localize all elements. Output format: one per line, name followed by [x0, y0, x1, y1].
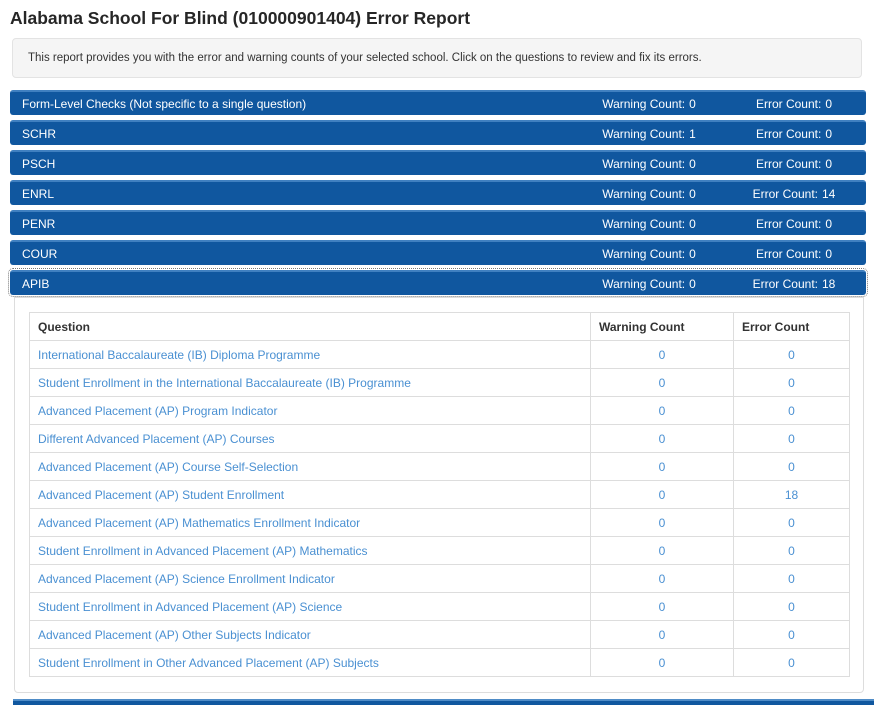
- table-header-row: Question Warning Count Error Count: [29, 312, 850, 341]
- warning-count-value[interactable]: 0: [658, 571, 666, 586]
- section-name: Form-Level Checks (Not specific to a sin…: [22, 96, 307, 111]
- error-count-value[interactable]: 0: [788, 347, 795, 362]
- question-link[interactable]: Different Advanced Placement (AP) Course…: [38, 431, 275, 446]
- section-accordion: Form-Level Checks (Not specific to a sin…: [0, 90, 874, 693]
- error-count-value[interactable]: 0: [788, 459, 795, 474]
- question-error-table: Question Warning Count Error Count Inter…: [29, 312, 850, 677]
- question-link[interactable]: Student Enrollment in the International …: [38, 375, 411, 390]
- error-report-page: Alabama School For Blind (010000901404) …: [0, 8, 874, 705]
- section-header-cour[interactable]: COUR Warning Count: 0 Error Count: 0: [10, 240, 866, 265]
- section-header-apib[interactable]: APIB Warning Count: 0 Error Count: 18: [8, 268, 868, 297]
- section-error-count: Error Count: 0: [755, 156, 833, 171]
- error-count-value[interactable]: 0: [788, 375, 795, 390]
- section-name: PSCH: [22, 156, 56, 171]
- table-row: Advanced Placement (AP) Program Indicato…: [29, 396, 850, 425]
- section-warning-count: Warning Count: 0: [602, 216, 696, 231]
- question-link[interactable]: Advanced Placement (AP) Science Enrollme…: [38, 571, 335, 586]
- section-error-count: Error Count: 0: [755, 96, 833, 111]
- question-link[interactable]: Student Enrollment in Advanced Placement…: [38, 599, 343, 614]
- section-header-penr[interactable]: PENR Warning Count: 0 Error Count: 0: [10, 210, 866, 235]
- question-column-header: Question: [29, 312, 591, 341]
- question-link[interactable]: Advanced Placement (AP) Mathematics Enro…: [38, 515, 361, 530]
- table-row: Advanced Placement (AP) Other Subjects I…: [29, 620, 850, 649]
- section-header-psch[interactable]: PSCH Warning Count: 0 Error Count: 0: [10, 150, 866, 175]
- question-link[interactable]: Advanced Placement (AP) Course Self-Sele…: [38, 459, 299, 474]
- error-count-value[interactable]: 0: [788, 655, 795, 670]
- warning-count-value[interactable]: 0: [658, 431, 666, 446]
- warning-count-value[interactable]: 0: [658, 487, 666, 502]
- warning-count-value[interactable]: 0: [658, 543, 666, 558]
- page-footer-bar: [13, 699, 874, 705]
- question-link[interactable]: Advanced Placement (AP) Student Enrollme…: [38, 487, 285, 502]
- page-title: Alabama School For Blind (010000901404) …: [10, 8, 471, 28]
- warning-count-value[interactable]: 0: [658, 599, 666, 614]
- section-name: ENRL: [22, 186, 55, 201]
- question-link[interactable]: Advanced Placement (AP) Other Subjects I…: [38, 627, 311, 642]
- error-count-value[interactable]: 0: [788, 627, 795, 642]
- warning-count-value[interactable]: 0: [658, 655, 666, 670]
- section-warning-count: Warning Count: 0: [602, 156, 696, 171]
- section-header-form-level-checks[interactable]: Form-Level Checks (Not specific to a sin…: [10, 90, 866, 115]
- warning-count-value[interactable]: 0: [658, 459, 666, 474]
- section-name: APIB: [22, 276, 50, 291]
- section-warning-count: Warning Count: 0: [602, 246, 696, 261]
- table-row: Advanced Placement (AP) Science Enrollme…: [29, 564, 850, 593]
- table-row: Advanced Placement (AP) Student Enrollme…: [29, 480, 850, 509]
- table-row: International Baccalaureate (IB) Diploma…: [29, 340, 850, 369]
- section-warning-count: Warning Count: 0: [602, 96, 696, 111]
- error-count-value[interactable]: 0: [788, 403, 795, 418]
- apib-section-body: Question Warning Count Error Count Inter…: [14, 297, 864, 693]
- section-error-count: Error Count: 0: [755, 246, 833, 261]
- section-error-count: Error Count: 0: [755, 216, 833, 231]
- error-count-value[interactable]: 18: [784, 487, 799, 502]
- table-row: Student Enrollment in Advanced Placement…: [29, 592, 850, 621]
- section-warning-count: Warning Count: 0: [602, 276, 696, 291]
- warning-count-value[interactable]: 0: [658, 375, 666, 390]
- error-count-value[interactable]: 0: [788, 599, 795, 614]
- section-name: SCHR: [22, 126, 57, 141]
- warning-count-value[interactable]: 0: [658, 515, 666, 530]
- section-error-count: Error Count: 14: [752, 186, 836, 201]
- question-link[interactable]: International Baccalaureate (IB) Diploma…: [38, 347, 321, 362]
- report-description-text: This report provides you with the error …: [28, 52, 702, 64]
- error-count-column-header: Error Count: [733, 312, 850, 341]
- section-name: COUR: [22, 246, 58, 261]
- question-link[interactable]: Student Enrollment in Other Advanced Pla…: [38, 655, 379, 670]
- section-warning-count: Warning Count: 0: [602, 186, 696, 201]
- error-count-value[interactable]: 0: [788, 571, 795, 586]
- section-name: PENR: [22, 216, 56, 231]
- question-link[interactable]: Advanced Placement (AP) Program Indicato…: [38, 403, 278, 418]
- section-error-count: Error Count: 18: [752, 276, 836, 291]
- table-row: Student Enrollment in Other Advanced Pla…: [29, 648, 850, 677]
- report-description-box: This report provides you with the error …: [12, 38, 862, 78]
- section-error-count: Error Count: 0: [755, 126, 833, 141]
- error-count-value[interactable]: 0: [788, 515, 795, 530]
- question-link[interactable]: Student Enrollment in Advanced Placement…: [38, 543, 368, 558]
- table-row: Student Enrollment in the International …: [29, 368, 850, 397]
- warning-count-value[interactable]: 0: [658, 347, 666, 362]
- warning-count-column-header: Warning Count: [590, 312, 734, 341]
- section-header-enrl[interactable]: ENRL Warning Count: 0 Error Count: 14: [10, 180, 866, 205]
- warning-count-value[interactable]: 0: [658, 627, 666, 642]
- section-warning-count: Warning Count: 1: [602, 126, 696, 141]
- table-row: Different Advanced Placement (AP) Course…: [29, 424, 850, 453]
- section-header-schr[interactable]: SCHR Warning Count: 1 Error Count: 0: [10, 120, 866, 145]
- error-count-value[interactable]: 0: [788, 543, 795, 558]
- warning-count-value[interactable]: 0: [658, 403, 666, 418]
- table-row: Advanced Placement (AP) Course Self-Sele…: [29, 452, 850, 481]
- error-count-value[interactable]: 0: [788, 431, 795, 446]
- table-row: Student Enrollment in Advanced Placement…: [29, 536, 850, 565]
- table-row: Advanced Placement (AP) Mathematics Enro…: [29, 508, 850, 537]
